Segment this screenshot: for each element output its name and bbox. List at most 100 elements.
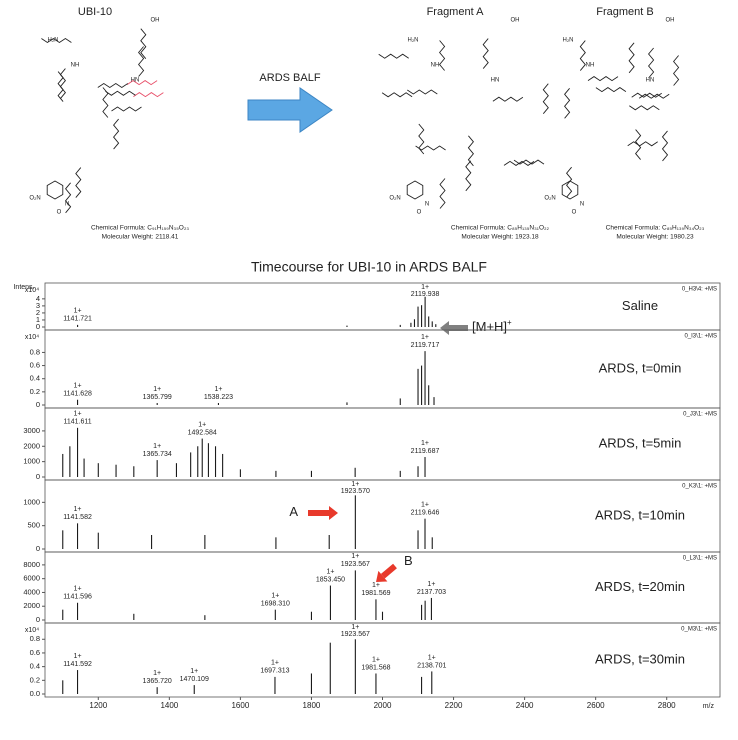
run-label: 0_K3\1: +MS [682, 484, 717, 490]
atom-label: NH [586, 63, 595, 69]
peak-label: 1365.734 [143, 451, 172, 458]
x-tick-label: 1800 [303, 701, 321, 710]
y-tick-label: 0 [36, 472, 40, 481]
atom-label: H₂N [48, 38, 59, 44]
atom-label: O₂N [29, 196, 40, 202]
atom-label: H₂N [408, 38, 419, 44]
peak-label: 1697.313 [260, 668, 289, 675]
y-tick-label: 0.0 [30, 689, 40, 698]
run-label: 0_L3\1: +MS [683, 556, 717, 562]
peak-charge: 1+ [74, 506, 82, 513]
peak-charge: 1+ [372, 582, 380, 589]
atom-label: O [57, 210, 62, 216]
atom-label: N [65, 202, 69, 208]
y-tick-label: 0.4 [30, 374, 40, 383]
bond-chain [673, 55, 680, 86]
callout-label: B [404, 553, 413, 568]
bond-chain [133, 92, 164, 98]
bond-chain [467, 135, 474, 167]
y-tick-label: 0.8 [30, 634, 40, 643]
peak-label: 1141.582 [63, 514, 92, 521]
x-tick-label: 2400 [516, 701, 534, 710]
molecular-weight: Molecular Weight: 1923.18 [461, 234, 539, 241]
bond-chain [542, 83, 549, 114]
peak-charge: 1+ [351, 624, 359, 631]
peak-charge: 1+ [74, 308, 82, 315]
atom-label: NH [431, 63, 440, 69]
peak-label: 1923.567 [341, 561, 370, 568]
atom-label: NH [71, 63, 80, 69]
bond-chain [65, 182, 72, 214]
peak-label: 1981.569 [361, 590, 390, 597]
atom-label: O₂N [544, 196, 555, 202]
molecular-weight: Molecular Weight: 2118.41 [102, 234, 179, 241]
figure-title: Timecourse for UBI-10 in ARDS BALF [251, 259, 487, 275]
peak-charge: 1+ [351, 481, 359, 488]
x-tick-label: 1400 [160, 701, 178, 710]
y-tick-label: 0.6 [30, 361, 40, 370]
atom-label: N [425, 202, 429, 208]
peak-charge: 1+ [153, 670, 161, 677]
atom-label: O [417, 210, 422, 216]
peak-label: 1923.567 [341, 631, 370, 638]
peak-charge: 1+ [271, 660, 279, 667]
process-label: ARDS BALF [259, 72, 320, 84]
y-tick-label: 8000 [23, 560, 40, 569]
peak-label: 1141.628 [63, 391, 92, 398]
bond-chain [564, 88, 571, 119]
callout-head [376, 570, 388, 582]
x-axis-label: m/z [703, 703, 715, 710]
bond-chain [439, 178, 446, 209]
y-tick-label: 0.2 [30, 387, 40, 396]
y-multiplier: x10⁴ [25, 627, 39, 634]
peak-label: 2119.717 [411, 342, 440, 349]
bond-chain [587, 76, 619, 82]
peak-label: 1141.611 [63, 419, 91, 426]
formula: Chemical Formula: C₈₅H₁₃₉N₃₄O₂₃ [606, 225, 705, 232]
formula: Chemical Formula: C₈₅H₁₃₅N₃₁O₂₂ [451, 225, 550, 232]
peak-label: 1923.570 [341, 488, 370, 495]
peak-label: 2119.938 [411, 291, 440, 298]
bond-chain [75, 167, 82, 198]
callout-head [329, 506, 338, 520]
peak-label: 1141.592 [63, 661, 92, 668]
callout-text: [M+H] [472, 319, 507, 334]
bond-chain [566, 166, 573, 198]
peak-label: 1470.109 [180, 676, 209, 683]
bond-chain [105, 90, 136, 96]
bond-chain [378, 53, 409, 59]
atom-label: O₂N [389, 196, 400, 202]
bond-chain [648, 47, 655, 79]
sample-label: ARDS, t=5min [599, 435, 682, 450]
y-tick-label: 0 [36, 615, 40, 624]
structure-name: Fragment B [596, 6, 653, 18]
callout-text: B [404, 553, 413, 568]
y-tick-label: 0.8 [30, 347, 40, 356]
y-tick-label: 0.2 [30, 675, 40, 684]
y-tick-label: 1 [36, 315, 40, 324]
sample-label: ARDS, t=20min [595, 579, 685, 594]
bond-chain [579, 40, 586, 71]
y-tick-label: 0 [36, 400, 40, 409]
peak-label: 1853.450 [316, 576, 345, 583]
y-tick-label: 1000 [23, 497, 40, 506]
atom-label: N [580, 202, 584, 208]
peak-charge: 1+ [421, 334, 429, 341]
x-tick-label: 2800 [658, 701, 676, 710]
peak-charge: 1+ [74, 383, 82, 390]
atom-label: H₂N [563, 38, 574, 44]
bond-chain [41, 37, 72, 44]
bond-chain [627, 141, 658, 147]
run-label: 0_I3\1: +MS [684, 334, 717, 340]
bond-chain [111, 106, 142, 112]
structure-name: UBI-10 [78, 6, 112, 18]
x-tick-label: 2000 [374, 701, 392, 710]
bond-chain [113, 118, 120, 150]
peak-charge: 1+ [421, 502, 429, 509]
peak-charge: 1+ [326, 568, 334, 575]
bond-chain [407, 89, 438, 95]
peak-charge: 1+ [421, 440, 429, 447]
y-tick-label: 0 [36, 544, 40, 553]
peak-label: 1698.310 [261, 601, 290, 608]
bond-chain [415, 145, 446, 151]
